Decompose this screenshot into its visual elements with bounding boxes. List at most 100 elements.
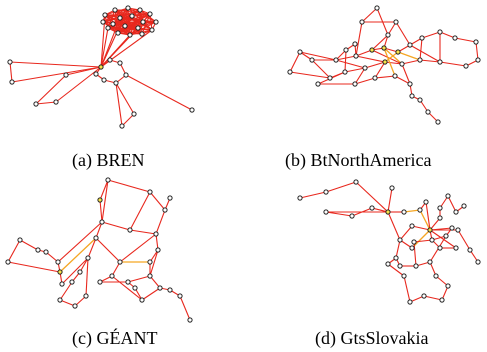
gts-node bbox=[393, 255, 399, 261]
btna-edge bbox=[344, 49, 347, 73]
gts-edge bbox=[411, 225, 431, 231]
geant-node bbox=[153, 231, 159, 237]
btna-node bbox=[352, 81, 358, 87]
bren-edge bbox=[11, 66, 102, 83]
gts-node bbox=[467, 247, 473, 253]
gts-edge bbox=[435, 275, 449, 287]
btna-edge bbox=[374, 61, 386, 79]
geant-edge bbox=[59, 237, 97, 273]
geant-node bbox=[77, 269, 83, 275]
geant-edge bbox=[19, 239, 39, 251]
bren-node bbox=[107, 57, 113, 63]
bren-node bbox=[93, 71, 99, 77]
geant-node bbox=[83, 293, 89, 299]
geant-node bbox=[157, 285, 163, 291]
btna-edge bbox=[384, 61, 403, 65]
btna-edge bbox=[397, 51, 421, 61]
bren-node bbox=[123, 72, 129, 78]
gts-node bbox=[409, 245, 415, 251]
panel-d-caption: (d) GtsSlovakia bbox=[315, 328, 428, 349]
gts-node bbox=[437, 245, 443, 251]
btna-edge bbox=[394, 75, 411, 85]
gts-node bbox=[455, 227, 461, 233]
geant-edge bbox=[57, 221, 103, 263]
btna-edge bbox=[355, 49, 373, 57]
bren-node bbox=[7, 59, 13, 65]
gts-edge bbox=[403, 209, 421, 213]
geant-edge bbox=[101, 221, 131, 231]
bren-edge bbox=[125, 74, 193, 111]
geant-node bbox=[43, 249, 49, 255]
bren-node bbox=[98, 64, 104, 70]
panel-d-graph bbox=[297, 179, 481, 305]
btna-node bbox=[362, 65, 368, 71]
btna-edge bbox=[335, 59, 366, 69]
btna-node bbox=[374, 5, 380, 11]
gts-edge bbox=[429, 217, 441, 231]
bren-node bbox=[140, 19, 146, 25]
gts-edge bbox=[429, 229, 457, 249]
btna-edge bbox=[289, 71, 331, 79]
gts-node bbox=[411, 239, 417, 245]
bren-edge bbox=[35, 74, 67, 105]
gts-node bbox=[389, 185, 395, 191]
geant-edge bbox=[87, 237, 97, 259]
gts-edge bbox=[395, 239, 401, 259]
geant-node bbox=[162, 207, 168, 213]
geant-edge bbox=[141, 287, 161, 301]
gts-node bbox=[417, 207, 423, 213]
btna-node bbox=[399, 61, 405, 67]
bren-node bbox=[102, 12, 108, 18]
geant-node bbox=[155, 247, 161, 253]
geant-node bbox=[139, 297, 145, 303]
btna-edge bbox=[419, 37, 423, 61]
gts-edge bbox=[387, 187, 393, 213]
bren-node bbox=[189, 107, 195, 113]
gts-node bbox=[401, 273, 407, 279]
bren-node bbox=[119, 123, 125, 129]
btna-node bbox=[437, 59, 443, 65]
geant-node bbox=[99, 219, 105, 225]
geant-edge bbox=[155, 233, 159, 251]
geant-node bbox=[72, 303, 78, 309]
bren-node bbox=[129, 13, 135, 19]
geant-node bbox=[55, 259, 61, 265]
btna-node bbox=[297, 49, 303, 55]
bren-node bbox=[101, 77, 107, 83]
btna-node bbox=[369, 47, 375, 53]
gts-node bbox=[409, 223, 415, 229]
bren-edge bbox=[65, 66, 102, 76]
bren-edge bbox=[55, 66, 102, 103]
gts-node bbox=[401, 209, 407, 215]
bren-node bbox=[149, 27, 155, 33]
geant-node bbox=[69, 279, 75, 285]
geant-edge bbox=[99, 199, 103, 223]
btna-edge bbox=[299, 51, 337, 61]
gts-edge bbox=[399, 225, 413, 241]
btna-node bbox=[437, 29, 443, 35]
gts-node bbox=[427, 259, 433, 265]
geant-edge bbox=[129, 191, 151, 231]
bren-node bbox=[110, 21, 116, 27]
bren-node bbox=[122, 23, 128, 29]
btna-node bbox=[417, 57, 423, 63]
geant-node bbox=[167, 195, 173, 201]
geant-edge bbox=[149, 275, 161, 289]
gts-edge bbox=[423, 295, 443, 301]
panel-b-graph bbox=[287, 5, 481, 125]
geant-edge bbox=[111, 275, 143, 301]
bren-node bbox=[153, 19, 159, 25]
gts-edge bbox=[387, 211, 401, 241]
geant-edge bbox=[101, 179, 109, 223]
gts-edge bbox=[411, 229, 431, 249]
btna-node bbox=[419, 35, 425, 41]
panel-a-caption: (a) BREN bbox=[72, 150, 144, 171]
btna-node bbox=[452, 35, 458, 41]
bren-edge bbox=[9, 61, 13, 83]
gts-node bbox=[433, 273, 439, 279]
bren-node bbox=[33, 101, 39, 107]
gts-node bbox=[445, 283, 451, 289]
gts-node bbox=[437, 205, 443, 211]
gts-edge bbox=[429, 227, 453, 231]
